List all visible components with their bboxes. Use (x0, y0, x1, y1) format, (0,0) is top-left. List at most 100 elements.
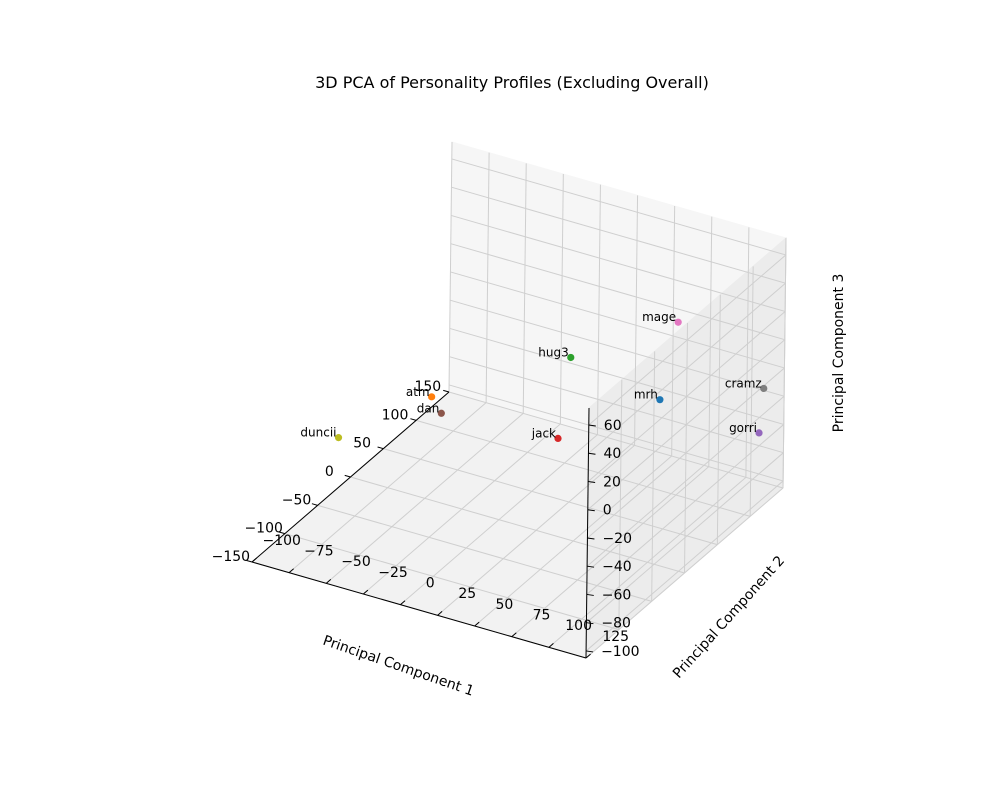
z-tick-label: −100 (601, 644, 639, 660)
x-wall-gridline (684, 322, 688, 574)
y-wall-gridline (485, 152, 490, 403)
x-tick-label: 150 (414, 379, 441, 395)
axes-panes (250, 141, 787, 660)
y-tick-mark (363, 589, 369, 595)
x-tick-label: 0 (325, 464, 334, 480)
z-left-gridline (449, 299, 785, 397)
data-point-gorri (755, 429, 763, 437)
x-axis-label: Principal Component 1 (321, 633, 476, 700)
y-tick-mark (511, 632, 517, 638)
z-axis-line (585, 407, 590, 659)
x-tick-mark (377, 446, 384, 450)
y-tick-label: 50 (495, 597, 513, 613)
x-floor-gridline (350, 476, 685, 574)
y-wall-gridline (559, 173, 564, 425)
z-left-gridline (450, 214, 786, 312)
z-back-gridline (587, 367, 785, 539)
z-back-gridline (585, 480, 784, 652)
y-wall-gridline (782, 237, 787, 489)
x-tick-mark (311, 503, 318, 506)
x-tick-label: −50 (282, 492, 312, 508)
z-left-gridline (448, 384, 784, 482)
z-tick-label: −60 (602, 587, 632, 603)
y-tick-label: −25 (378, 565, 408, 581)
y-wall-gridline (448, 141, 453, 393)
data-point-duncii (334, 434, 343, 442)
z-back-gridline (588, 282, 786, 454)
z-back-gridline (586, 424, 785, 595)
z-tick-mark (586, 650, 594, 653)
z-tick-label: −80 (601, 616, 631, 632)
y-tick-mark (548, 643, 554, 648)
x-tick-label: −100 (244, 521, 282, 537)
z-tick-mark (587, 565, 595, 568)
y-tick-label: 0 (426, 575, 435, 591)
data-point-atm (428, 393, 436, 401)
z-left-gridline (450, 271, 785, 369)
z-tick-mark (587, 509, 595, 512)
z-back-gridline (587, 311, 786, 482)
x-floor-gridline (383, 448, 718, 546)
y-wall-gridline (708, 216, 713, 467)
x-wall-gridline (618, 379, 623, 630)
y-tick-mark (585, 653, 591, 659)
z-left-gridline (449, 327, 784, 425)
point-label-gorri: gorri (729, 421, 757, 435)
y-tick-mark (437, 611, 443, 616)
point-label-cramz: cramz (725, 376, 762, 390)
z-tick-label: 20 (603, 474, 621, 490)
y-wall-gridline (596, 184, 601, 435)
x-tick-mark (246, 559, 253, 563)
z-left-gridline (450, 243, 785, 341)
z-back-gridline (588, 254, 787, 426)
x-tick-mark (278, 531, 285, 535)
x-floor-gridline (317, 504, 652, 602)
y-axis-line (251, 561, 587, 659)
x-tick-label: 50 (353, 436, 371, 452)
y-tick-mark (325, 579, 332, 584)
chart-title: 3D PCA of Personality Profiles (Excludin… (315, 73, 709, 92)
y-axis-label: Principal Component 2 (670, 553, 788, 682)
y-wall-gridline (745, 227, 750, 478)
data-point-cramz (760, 384, 768, 393)
x-floor-gridline (416, 419, 751, 517)
y-floor-gridline (548, 476, 747, 648)
z-tick-label: 60 (604, 418, 622, 434)
y-floor-gridline (363, 423, 561, 595)
y-floor-gridline (437, 444, 635, 616)
z-tick-label: −20 (602, 531, 632, 547)
z-tick-mark (588, 452, 596, 455)
point-label-mrh: mrh (634, 388, 658, 402)
point-label-mage: mage (642, 310, 676, 324)
z-tick-label: 0 (603, 503, 612, 519)
y-floor-gridline (325, 412, 524, 584)
data-points: mrh atm hug3 jack gorri dan mage cramz duncii (300, 310, 768, 443)
point-label-dan: dan (417, 401, 440, 415)
data-point-mrh (656, 396, 664, 404)
z-tick-label: 40 (603, 446, 621, 462)
y-floor-gridline (511, 466, 710, 638)
z-tick-mark (587, 537, 595, 540)
grid-lines (251, 141, 787, 659)
z-left-gridline (451, 158, 786, 256)
z-tick-mark (586, 593, 594, 596)
y-wall-gridline (634, 195, 639, 446)
z-tick-label: −40 (602, 559, 632, 575)
data-point-hug3 (567, 353, 575, 362)
z-left-gridline (449, 356, 784, 454)
y-tick-label: 125 (602, 629, 629, 645)
axis-ticks: −150−100−50050100150−100−75−50−250255075… (212, 379, 640, 660)
z-tick-mark (586, 622, 594, 625)
point-label-jack: jack (531, 426, 556, 440)
y-tick-label: −50 (341, 554, 371, 570)
y-wall-gridline (522, 163, 527, 414)
x-tick-mark (344, 474, 351, 478)
y-tick-mark (474, 621, 480, 627)
y-floor-gridline (474, 455, 672, 627)
point-label-duncii: duncii (300, 426, 336, 440)
y-tick-label: −100 (263, 533, 301, 549)
z-tick-mark (588, 424, 596, 427)
x-tick-mark (410, 418, 417, 421)
y-tick-label: −75 (304, 543, 334, 559)
